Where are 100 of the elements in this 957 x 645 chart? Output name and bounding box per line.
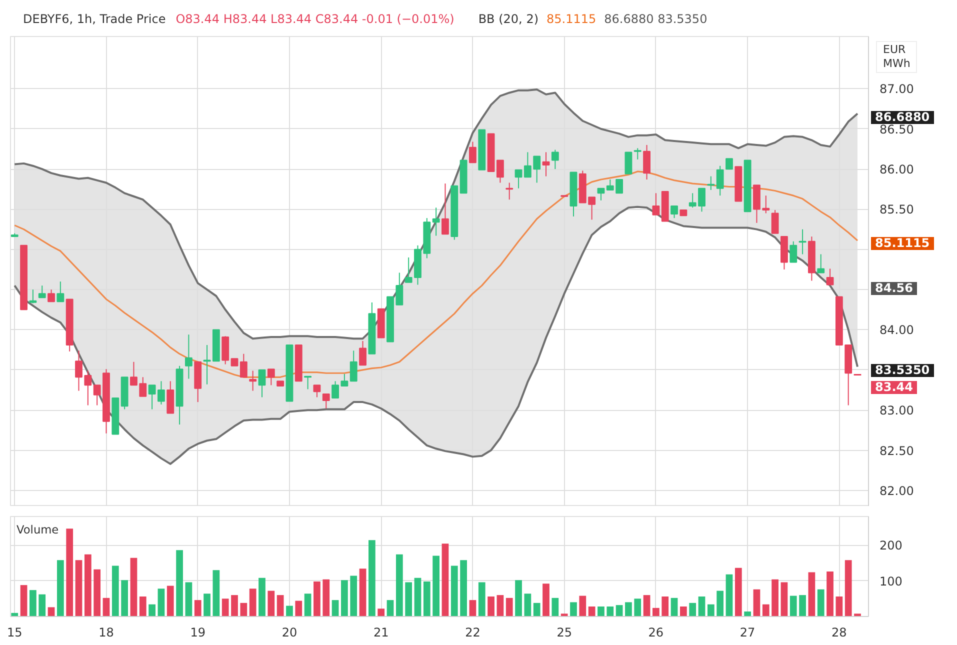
bar [48,607,55,616]
text: Volume [16,522,59,536]
bar [38,594,46,616]
bar [734,568,742,616]
bar [75,560,82,616]
bar [496,595,504,616]
bar [790,596,797,616]
y-tick-label: 83.00 [880,404,914,418]
y-tick-label: 85.50 [880,202,914,217]
y-tick-label: 87.00 [880,82,914,96]
bar [314,582,320,616]
bar [478,582,486,616]
bar [405,582,412,616]
bar [716,590,724,616]
bar [662,596,669,616]
bar [744,612,751,616]
bar [460,560,467,616]
bar [20,585,28,616]
bar [588,606,596,616]
text: 85.1115 [871,236,934,250]
text: 86.6880 [871,110,934,124]
bar [112,566,119,616]
bar [836,596,843,616]
candlestick [716,165,724,196]
bar [341,580,348,616]
text: 83.44 [871,380,917,394]
candlestick [304,376,312,390]
candlestick [469,141,476,164]
line-series [14,88,859,340]
candlestick [56,281,64,302]
bar [442,544,449,616]
y-tick-label: 82.50 [880,444,914,458]
candlestick [322,394,330,409]
bar [240,602,248,616]
bar [698,596,706,616]
bar [386,600,394,616]
bar [66,528,74,616]
bar [506,598,513,616]
candlestick [267,368,275,386]
bar [350,576,358,616]
x-tick-label: 25 [556,626,572,640]
bar [194,600,202,616]
candlestick [817,254,825,274]
bar [185,582,192,616]
bar [423,582,430,616]
bar [258,578,266,616]
bar [322,579,330,616]
bar [542,584,550,616]
candlestick [350,350,358,382]
bar [753,589,760,616]
candlestick [496,160,504,184]
candlestick [542,152,550,177]
bar [176,550,183,616]
bar [84,554,92,616]
bar [844,560,852,616]
bar [204,594,210,616]
candlestick [643,144,650,180]
candlestick [222,336,230,365]
bar [166,586,174,616]
bar [780,582,788,616]
bar [432,556,440,616]
bar [808,572,816,616]
text: BB (20, 2) [478,12,539,26]
bar [799,595,806,616]
candlestick [652,192,660,216]
line-series [14,206,859,465]
x-tick-label: 27 [740,626,756,640]
bar [148,604,156,616]
bar [826,572,834,616]
bar [332,600,339,616]
bar [450,566,458,616]
candlestick [313,384,321,398]
candlestick [359,340,366,366]
y-tick-label: 82.00 [880,484,914,498]
bar [625,602,632,616]
bar [652,608,660,616]
candlestick [166,380,174,414]
y-tick-label: 84.00 [880,323,914,338]
text: O83.44 H83.44 L83.44 C83.44 -0.01 (−0.01%) [176,12,454,26]
bar [579,596,586,616]
candlestick [29,289,37,304]
bar [515,580,522,616]
bar [222,598,229,616]
bar [359,568,366,616]
x-tick-label: 18 [98,626,114,640]
bar [130,558,138,616]
candlestick [551,149,559,170]
candlestick [771,210,779,234]
bar [726,574,733,616]
bar [304,594,312,616]
text: 84.56 [871,281,917,295]
candlestick [826,268,834,286]
bar [552,598,559,616]
bar [570,602,577,616]
candlestick [249,370,257,392]
bar [286,606,293,616]
candlestick [634,148,642,160]
candlestick [790,240,798,263]
bar [121,580,128,616]
bar [598,606,604,616]
